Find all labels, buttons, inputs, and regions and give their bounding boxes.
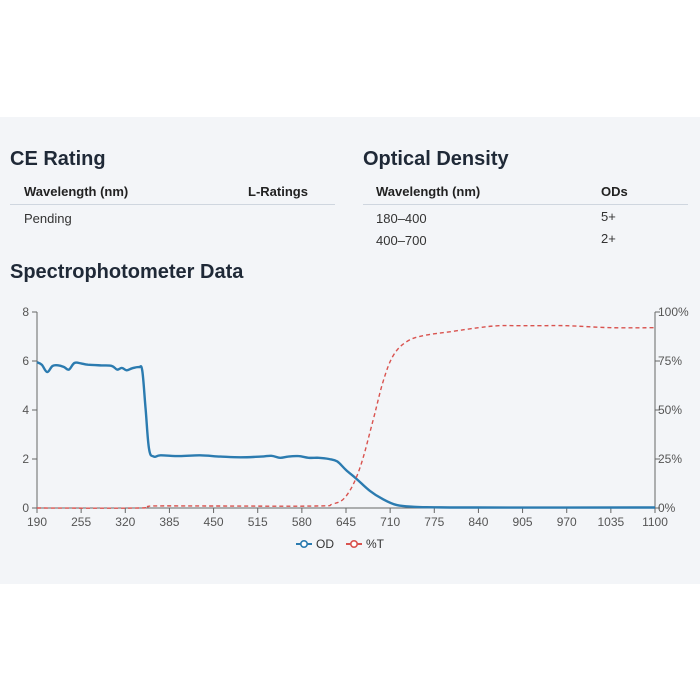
table-row: 180–400 5+: [363, 205, 688, 229]
y-left-tick-label: 8: [22, 305, 29, 319]
y-right-tick-label: 25%: [658, 452, 682, 466]
legend-marker-od: [299, 540, 308, 549]
ce-rating-header-row: Wavelength (nm) L-Ratings: [10, 180, 335, 205]
y-left-tick-label: 6: [22, 354, 29, 368]
spectrophotometer-chart: 190 255 320 385 450 515 580 645 710 775 840 905 970 1…: [22, 305, 689, 551]
x-tick-label: 645: [336, 515, 356, 529]
y-left-tick-label: 4: [22, 403, 29, 417]
y-right-tick-label: 0%: [658, 501, 676, 515]
table-row: 400–700 2+: [363, 229, 688, 253]
x-tick-label: 1035: [598, 515, 625, 529]
x-tick-label: 255: [71, 515, 91, 529]
legend-label-od: OD: [316, 537, 334, 551]
x-tick-label: 775: [424, 515, 444, 529]
series-line-od: [36, 361, 656, 509]
x-tick-label: 450: [204, 515, 224, 529]
od-header-row: Wavelength (nm) ODs: [363, 180, 688, 205]
od-row-wavelength: 400–700: [376, 233, 427, 248]
x-tick-label: 580: [292, 515, 312, 529]
x-tick-label: 840: [468, 515, 488, 529]
x-tick-label: 320: [115, 515, 135, 529]
chart-section-title: Spectrophotometer Data: [10, 261, 244, 283]
ce-row-wavelength: Pending: [24, 211, 72, 226]
ce-rating-title: CE Rating: [10, 148, 106, 170]
y-left-tick-label: 0: [22, 501, 29, 515]
optical-density-title: Optical Density: [363, 148, 509, 170]
x-tick-label: 190: [27, 515, 47, 529]
y-left-tick-label: 2: [22, 452, 29, 466]
table-row: Pending: [10, 205, 335, 229]
x-tick-label: 1100: [642, 515, 668, 529]
od-col-ods: ODs: [601, 184, 628, 199]
optical-density-table: Wavelength (nm) ODs 180–400 5+ 400–700 2…: [363, 180, 688, 253]
ce-col-wavelength: Wavelength (nm): [24, 184, 129, 199]
ce-rating-table: Wavelength (nm) L-Ratings Pending: [10, 180, 335, 229]
od-row-wavelength: 180–400: [376, 211, 427, 226]
y-right-tick-label: 50%: [658, 403, 682, 417]
od-row-value: 2+: [601, 231, 616, 246]
x-tick-label: 970: [557, 515, 577, 529]
x-tick-label: 515: [248, 515, 268, 529]
legend-label-transmission: %T: [366, 537, 385, 551]
ce-col-lratings: L-Ratings: [248, 184, 308, 199]
od-row-value: 5+: [601, 209, 616, 224]
series-line-transmission: [36, 324, 656, 509]
x-tick-label: 710: [380, 515, 400, 529]
content-panel: [0, 117, 700, 584]
x-tick-label: 905: [513, 515, 533, 529]
y-right-tick-label: 75%: [658, 354, 682, 368]
legend-marker-transmission: [349, 540, 358, 549]
x-tick-label: 385: [159, 515, 179, 529]
od-col-wavelength: Wavelength (nm): [376, 184, 481, 199]
y-right-tick-label: 100%: [658, 305, 689, 319]
